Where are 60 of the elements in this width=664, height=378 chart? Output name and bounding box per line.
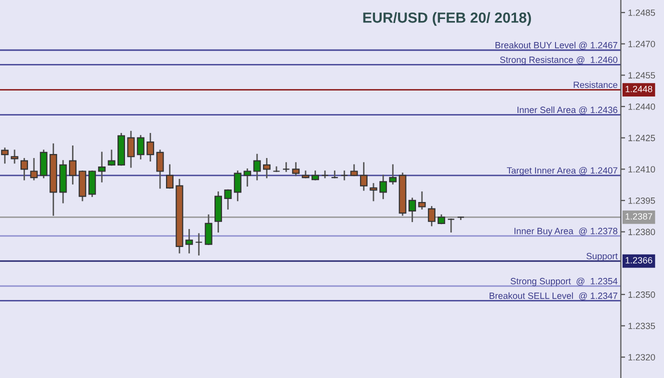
text: EUR/USD (FEB 20/ 2018): [363, 12, 531, 26]
y-tick-label: 1.2470: [628, 40, 656, 48]
candlestick: [282, 162, 290, 172]
candlestick: [20, 158, 28, 180]
ref-line-label: Target Inner Area @ 1.2407: [506, 167, 618, 176]
candlestick: [350, 164, 358, 176]
candlestick: [379, 174, 387, 200]
y-tick-label: 1.2410: [628, 166, 656, 173]
candlestick: [224, 189, 232, 210]
candlestick: [360, 162, 368, 191]
y-tick-label: 1.2380: [628, 228, 656, 236]
candlestick: [340, 170, 348, 180]
candlestick: [204, 214, 212, 246]
candlestick: [370, 183, 378, 202]
candlestick: [389, 164, 397, 184]
y-tick-label: 1.2485: [628, 10, 656, 16]
ref-line-label: Resistance: [574, 81, 618, 88]
candlestick: [447, 218, 455, 233]
candlestick: [69, 145, 77, 184]
y-tick-label: 1.2350: [628, 291, 656, 298]
candlestick: [166, 164, 174, 189]
candlestick: [10, 150, 18, 164]
candlestick: [457, 216, 465, 220]
y-tick-label: 1.2320: [628, 354, 656, 360]
candlestick: [263, 158, 271, 178]
ref-line-label: Strong Support @ 1.2354: [510, 278, 618, 286]
candlestick: [108, 150, 116, 166]
ref-line-label: Breakout SELL Level @ 1.2347: [490, 292, 618, 300]
candlestick: [428, 206, 436, 226]
candlestick: [40, 150, 48, 178]
candlestick: [88, 170, 96, 198]
y-tick-label: 1.2425: [628, 134, 656, 142]
candlestick: [408, 198, 416, 222]
candlestick: [234, 170, 242, 202]
y-tick-label: 1.2395: [628, 197, 656, 204]
ref-line-label: Breakout BUY Level @ 1.2467: [496, 42, 618, 50]
candlestick: [156, 150, 164, 189]
y-tick-label: 1.2455: [628, 72, 656, 79]
candlestick: [98, 152, 106, 182]
candlestick: [146, 132, 154, 162]
candlestick: [244, 168, 252, 187]
candlestick: [292, 162, 300, 176]
y-tick-label: 1.2335: [628, 322, 656, 330]
annotation: 1.2387: [626, 213, 652, 220]
ref-line-label: Strong Resistance @ 1.2460: [500, 56, 618, 65]
candlestick: [418, 191, 426, 210]
annotation: 1.2366: [626, 257, 652, 264]
ref-line-label: Support: [586, 252, 618, 262]
candlestick: [253, 154, 261, 180]
y-tick-label: 1.2440: [628, 103, 656, 110]
candlestick: [1, 148, 9, 164]
candlestick: [185, 229, 193, 254]
annotation: 1.2448: [626, 86, 652, 92]
candlestick: [330, 170, 338, 178]
candlestick: [195, 233, 203, 256]
candlestick: [136, 135, 144, 160]
candlestick: [30, 158, 38, 180]
ref-line-label: Inner Sell Area @ 1.2436: [518, 106, 618, 114]
candlestick: [127, 130, 135, 168]
ref-line-label: Inner Buy Area @ 1.2378: [514, 228, 618, 236]
